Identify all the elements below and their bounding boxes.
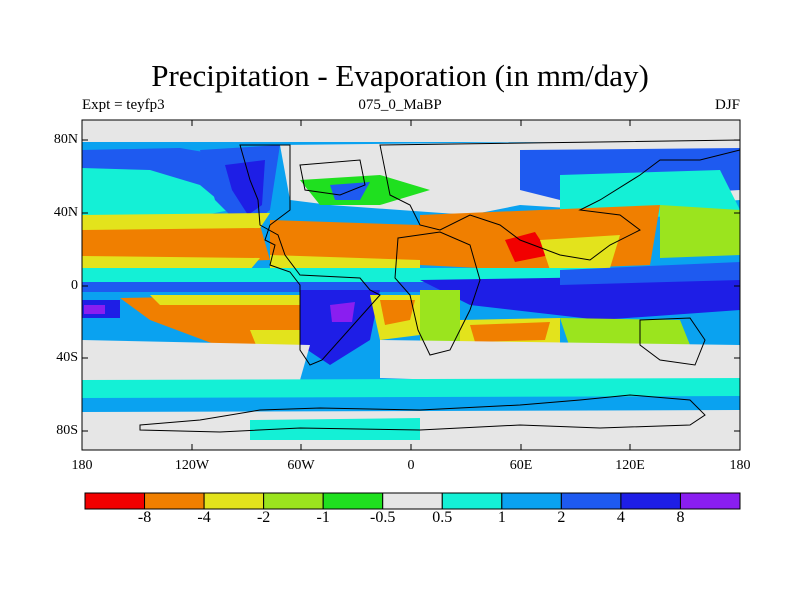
colorbar-swatch bbox=[560, 492, 622, 510]
colorbar-tick-label: -8 bbox=[137, 509, 152, 526]
colorbar-swatch bbox=[144, 492, 205, 510]
coastlines bbox=[139, 139, 741, 433]
x-tick-label: 120E bbox=[615, 458, 645, 473]
colorbar-tick-label: 0.5 bbox=[432, 509, 453, 526]
field-region-indian-green bbox=[560, 318, 690, 348]
field-region-indian-orange bbox=[470, 322, 550, 342]
field-region-npac-orange bbox=[82, 225, 270, 262]
colorbar-tick-label: 2 bbox=[557, 509, 566, 526]
colorbar-swatch bbox=[679, 492, 741, 510]
field-region-arabia-red bbox=[505, 232, 550, 262]
coastline-australia bbox=[639, 317, 706, 366]
field-region-equator-blue bbox=[82, 282, 740, 292]
colorbar-tick-label: -2 bbox=[256, 509, 271, 526]
colorbar-swatch bbox=[501, 492, 562, 510]
field-region-spac-purple bbox=[84, 305, 105, 314]
field-region-pacific-green bbox=[660, 205, 740, 258]
colorbar-tick-label: -1 bbox=[316, 509, 330, 526]
x-tick-label: 180 bbox=[71, 458, 93, 473]
field-region-indopacific-darkblue bbox=[420, 275, 740, 320]
y-tick-label: 80S bbox=[56, 423, 78, 438]
field-region-canada-darkblue bbox=[225, 160, 265, 215]
field-region-south-gray-2 bbox=[380, 340, 740, 385]
field-region-samerica-darkblue bbox=[300, 290, 380, 365]
colorbar-swatch bbox=[84, 492, 146, 510]
field-region-npac-cyan bbox=[82, 168, 230, 220]
colorbar-swatch bbox=[263, 492, 324, 510]
x-tick-label: 60W bbox=[287, 458, 315, 473]
x-axis-ticks bbox=[191, 120, 631, 450]
y-tick-label: 40S bbox=[56, 350, 78, 365]
field-region-spac-yellow-2 bbox=[150, 295, 305, 305]
contour-field bbox=[82, 120, 740, 450]
colorbar-swatch bbox=[382, 492, 443, 510]
colorbar-tick-label: 4 bbox=[616, 509, 625, 526]
y-axis-ticks bbox=[82, 139, 740, 432]
colorbar-tick-label: 1 bbox=[497, 509, 506, 526]
map-title: Precipitation - Evaporation (in mm/day) bbox=[151, 58, 649, 93]
coastline-greenland bbox=[299, 159, 366, 196]
time-label: 075_0_MaBP bbox=[358, 97, 442, 113]
colorbar-tick-label: 8 bbox=[676, 509, 685, 526]
colorbar-tick-label: -0.5 bbox=[370, 509, 396, 526]
field-region-africa-lime bbox=[420, 290, 460, 350]
field-region-asia-yellow bbox=[540, 235, 620, 270]
field-region-indopacific-blue bbox=[560, 262, 740, 285]
x-tick-label: 60E bbox=[509, 458, 533, 473]
colorbar-swatch bbox=[203, 492, 265, 510]
y-tick-label: 0 bbox=[71, 278, 78, 293]
field-region-npac-yellow bbox=[82, 213, 270, 230]
x-tick-label: 180 bbox=[729, 458, 751, 473]
colorbar-swatch bbox=[620, 492, 681, 510]
field-region-north-gray bbox=[82, 120, 740, 142]
field-region-satlantic-orange bbox=[380, 300, 415, 325]
y-tick-label: 40N bbox=[53, 205, 78, 220]
colorbar-swatch bbox=[441, 492, 503, 510]
x-tick-label: 0 bbox=[407, 458, 415, 473]
field-region-npac-yellow-south bbox=[82, 256, 260, 270]
experiment-label: Expt = teyfp3 bbox=[82, 97, 165, 113]
colorbar bbox=[84, 492, 741, 510]
coastline-namerica bbox=[239, 144, 381, 366]
coastline-africa bbox=[394, 231, 481, 356]
field-region-samerica-purple bbox=[330, 302, 355, 322]
coastline-eurasia bbox=[379, 139, 741, 261]
colorbar-swatch bbox=[322, 492, 384, 510]
field-region-south-gray-1 bbox=[82, 340, 310, 385]
y-tick-label: 80N bbox=[53, 132, 78, 147]
coastline-antarctica bbox=[139, 394, 706, 433]
colorbar-tick-label: -4 bbox=[197, 509, 211, 526]
field-region-south-cyan-1 bbox=[82, 378, 740, 402]
season-label: DJF bbox=[714, 97, 740, 113]
x-tick-label: 120W bbox=[174, 458, 210, 473]
